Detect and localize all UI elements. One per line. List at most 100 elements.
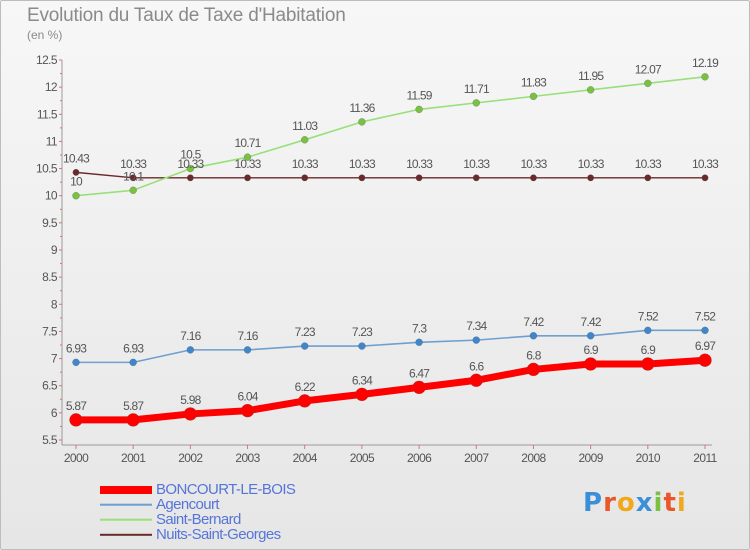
- data-label-agencourt: 7.42: [581, 315, 602, 329]
- data-label-nuits-saint-georges: 10.33: [578, 157, 605, 171]
- data-point-boncourt-le-bois: [69, 413, 83, 427]
- data-label-boncourt-le-bois: 6.8: [526, 348, 541, 362]
- data-point-agencourt: [415, 338, 423, 347]
- data-point-boncourt-le-bois: [355, 387, 369, 402]
- data-point-agencourt: [472, 336, 481, 344]
- y-tick-label: 7.5: [42, 324, 58, 338]
- data-label-nuits-saint-georges: 10.33: [177, 157, 204, 171]
- data-point-saint-bernard: [586, 86, 595, 94]
- data-label-agencourt: 6.93: [123, 341, 144, 355]
- logo-letter: i: [676, 488, 687, 518]
- data-point-saint-bernard: [472, 99, 481, 107]
- data-label-saint-bernard: 10.5: [180, 148, 201, 162]
- data-label-agencourt: 7.3: [412, 321, 427, 335]
- data-label-agencourt: 7.23: [352, 325, 373, 339]
- data-label-agencourt: 7.16: [237, 329, 258, 343]
- y-tick-label: 10.5: [36, 162, 58, 176]
- data-point-nuits-saint-georges: [644, 174, 652, 182]
- data-label-saint-bernard: 11.83: [521, 75, 547, 89]
- data-label-agencourt: 7.34: [466, 319, 487, 333]
- data-point-boncourt-le-bois: [412, 380, 426, 395]
- data-point-nuits-saint-georges: [472, 174, 480, 182]
- y-tick-label: 12.5: [36, 53, 58, 67]
- data-point-boncourt-le-bois: [641, 357, 655, 371]
- data-point-saint-bernard: [529, 92, 538, 101]
- data-label-nuits-saint-georges: 10.33: [635, 157, 662, 171]
- x-tick-label: 2009: [578, 451, 603, 465]
- data-point-saint-bernard: [186, 164, 195, 173]
- data-point-boncourt-le-bois: [698, 353, 712, 367]
- data-point-agencourt: [186, 346, 195, 354]
- data-label-saint-bernard: 10.71: [235, 136, 262, 150]
- data-label-agencourt: 7.52: [695, 309, 716, 323]
- data-point-boncourt-le-bois: [526, 362, 541, 377]
- y-tick-label: 6.5: [42, 379, 58, 393]
- data-point-nuits-saint-georges: [701, 174, 709, 182]
- y-tick-label: 7: [51, 352, 58, 366]
- data-point-saint-bernard: [300, 136, 309, 144]
- data-label-saint-bernard: 11.95: [578, 69, 604, 83]
- x-tick-label: 2003: [235, 451, 260, 465]
- data-label-saint-bernard: 11.03: [292, 119, 318, 133]
- data-label-saint-bernard: 11.59: [407, 88, 433, 102]
- legend-item-agencourt: Agencourt: [100, 497, 295, 512]
- data-point-agencourt: [243, 346, 252, 354]
- y-tick-label: 8.5: [42, 270, 58, 284]
- logo-letter: t: [663, 488, 677, 518]
- x-tick-label: 2000: [64, 451, 89, 465]
- data-label-boncourt-le-bois: 5.87: [123, 399, 144, 413]
- x-tick-label: 2007: [464, 451, 489, 465]
- data-point-nuits-saint-georges: [72, 168, 80, 176]
- logo-letter: i: [653, 488, 664, 518]
- data-label-saint-bernard: 11.36: [349, 101, 375, 115]
- logo-letter: o: [616, 488, 636, 518]
- data-point-nuits-saint-georges: [244, 174, 251, 182]
- data-point-saint-bernard: [72, 191, 80, 200]
- proxiti-logo: Proxiti: [583, 488, 687, 518]
- logo-letter: P: [583, 488, 604, 518]
- data-label-boncourt-le-bois: 5.87: [66, 399, 87, 413]
- data-label-saint-bernard: 12.07: [635, 62, 662, 76]
- data-point-agencourt: [300, 342, 309, 350]
- data-label-nuits-saint-georges: 10.33: [692, 157, 719, 171]
- logo-letter: r: [603, 488, 617, 518]
- data-label-nuits-saint-georges: 10.33: [406, 157, 433, 171]
- data-point-saint-bernard: [358, 118, 366, 126]
- data-label-agencourt: 7.42: [523, 315, 544, 329]
- data-point-agencourt: [129, 358, 137, 367]
- legend-label: Agencourt: [156, 496, 220, 513]
- logo-letter: x: [635, 488, 654, 518]
- series-line-nuits-saint-georges: [75, 171, 705, 179]
- data-label-boncourt-le-bois: 6.04: [237, 390, 258, 404]
- data-label-nuits-saint-georges: 10.43: [63, 151, 90, 165]
- data-label-agencourt: 7.52: [638, 309, 659, 323]
- x-tick-label: 2006: [407, 451, 432, 465]
- data-point-nuits-saint-georges: [129, 174, 137, 182]
- data-label-boncourt-le-bois: 6.47: [409, 366, 430, 380]
- data-point-nuits-saint-georges: [301, 174, 309, 182]
- data-label-agencourt: 7.16: [180, 329, 201, 343]
- chart-title: Evolution du Taux de Taxe d'Habitation: [27, 5, 346, 26]
- data-label-boncourt-le-bois: 6.22: [295, 380, 316, 394]
- data-point-saint-bernard: [129, 186, 137, 195]
- legend-item-nuits-saint-georges: Nuits-Saint-Georges: [100, 527, 295, 542]
- data-point-boncourt-le-bois: [469, 373, 484, 388]
- legend-item-boncourt-le-bois: BONCOURT-LE-BOIS: [100, 482, 296, 497]
- legend-item-saint-bernard: Saint-Bernard: [100, 512, 295, 527]
- x-tick-label: 2005: [350, 451, 375, 465]
- data-label-boncourt-le-bois: 6.9: [583, 343, 598, 357]
- data-point-boncourt-le-bois: [183, 407, 198, 421]
- data-label-saint-bernard: 10.1: [123, 169, 144, 183]
- x-tick-label: 2008: [521, 451, 546, 465]
- data-point-agencourt: [358, 342, 366, 350]
- legend-swatch: [100, 518, 152, 521]
- data-label-saint-bernard: 10: [70, 175, 83, 189]
- chart-subtitle: (en %): [27, 28, 63, 42]
- data-point-nuits-saint-georges: [358, 174, 366, 182]
- y-tick-label: 12: [45, 80, 58, 94]
- data-label-nuits-saint-georges: 10.33: [349, 157, 376, 171]
- data-point-agencourt: [72, 358, 80, 367]
- data-point-saint-bernard: [243, 153, 252, 161]
- data-point-saint-bernard: [701, 73, 709, 81]
